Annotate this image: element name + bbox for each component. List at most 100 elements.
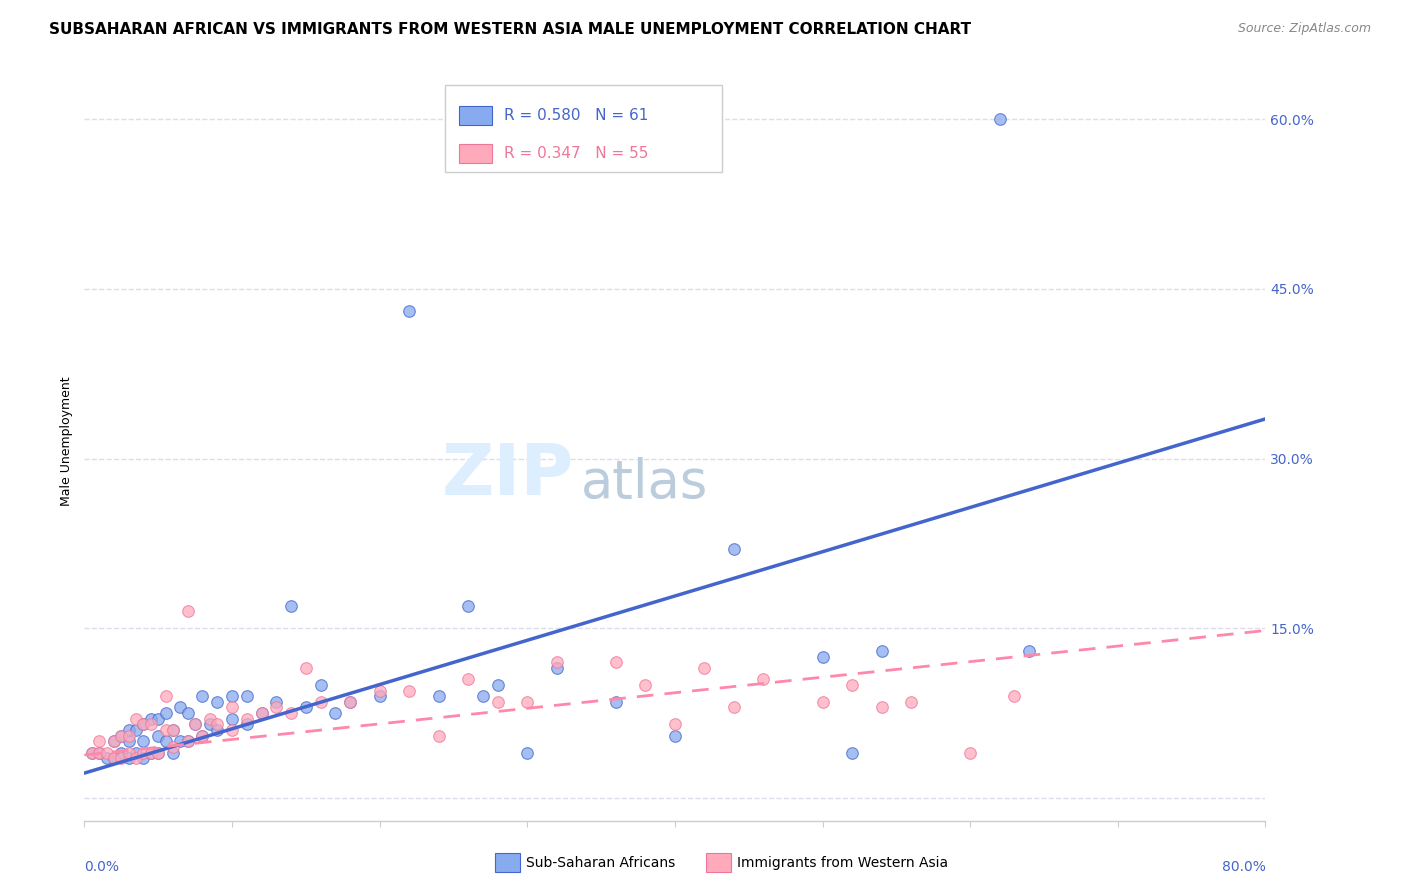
Point [139, 746, 162, 760]
Point [87, 746, 111, 760]
FancyBboxPatch shape [458, 106, 492, 125]
Point [472, 689, 495, 703]
Point [664, 717, 686, 731]
Point [103, 751, 125, 765]
Point [155, 734, 177, 748]
FancyBboxPatch shape [458, 144, 492, 162]
Point [295, 661, 318, 675]
Point [605, 655, 627, 669]
Point [398, 683, 420, 698]
Point [191, 729, 214, 743]
Point [368, 683, 391, 698]
Point [162, 740, 184, 755]
Point [841, 746, 863, 760]
Text: Immigrants from Western Asia: Immigrants from Western Asia [737, 855, 948, 870]
Point [139, 717, 162, 731]
Point [236, 689, 259, 703]
Point [80, 746, 103, 760]
Text: 0.0%: 0.0% [84, 860, 120, 873]
Point [236, 717, 259, 731]
Point [148, 746, 170, 760]
Point [664, 729, 686, 743]
Point [1004, 689, 1026, 703]
Point [118, 729, 141, 743]
Point [427, 729, 450, 743]
Point [723, 542, 745, 557]
Point [516, 695, 538, 709]
Point [280, 599, 302, 613]
Point [103, 734, 125, 748]
Point [118, 734, 141, 748]
Point [110, 751, 132, 765]
Point [870, 644, 893, 658]
Point [148, 729, 170, 743]
Point [309, 695, 332, 709]
Point [339, 695, 361, 709]
Point [148, 746, 170, 760]
Point [236, 712, 259, 726]
Point [191, 729, 214, 743]
Text: ZIP: ZIP [443, 442, 575, 510]
Point [516, 746, 538, 760]
Point [125, 712, 148, 726]
Point [280, 706, 302, 720]
Point [221, 712, 243, 726]
Point [87, 746, 111, 760]
Point [110, 729, 132, 743]
Point [118, 751, 141, 765]
Point [398, 304, 420, 318]
Text: R = 0.347   N = 55: R = 0.347 N = 55 [503, 145, 648, 161]
Point [266, 700, 288, 714]
Point [132, 751, 155, 765]
Text: 80.0%: 80.0% [1222, 860, 1265, 873]
Point [325, 706, 347, 720]
Text: Source: ZipAtlas.com: Source: ZipAtlas.com [1237, 22, 1371, 36]
Point [80, 746, 103, 760]
Point [870, 700, 893, 714]
Point [169, 734, 191, 748]
FancyBboxPatch shape [444, 85, 723, 172]
Point [250, 706, 273, 720]
Text: Sub-Saharan Africans: Sub-Saharan Africans [526, 855, 675, 870]
Text: atlas: atlas [581, 458, 707, 509]
Point [132, 717, 155, 731]
Point [221, 689, 243, 703]
Point [959, 746, 981, 760]
Point [207, 723, 229, 738]
Point [988, 112, 1011, 126]
Point [811, 649, 834, 664]
Point [110, 746, 132, 760]
Point [634, 678, 657, 692]
Point [132, 746, 155, 760]
Point [139, 712, 162, 726]
Point [427, 689, 450, 703]
Point [155, 689, 177, 703]
Y-axis label: Male Unemployment: Male Unemployment [60, 376, 73, 507]
Point [811, 695, 834, 709]
Point [184, 717, 207, 731]
Point [693, 661, 716, 675]
Point [110, 729, 132, 743]
Point [148, 712, 170, 726]
Point [207, 717, 229, 731]
Point [900, 695, 922, 709]
Point [605, 695, 627, 709]
Point [309, 678, 332, 692]
Point [221, 700, 243, 714]
Point [132, 717, 155, 731]
Point [221, 723, 243, 738]
Point [87, 734, 111, 748]
Point [177, 706, 200, 720]
Point [457, 599, 479, 613]
Point [103, 734, 125, 748]
Point [177, 604, 200, 618]
Text: SUBSAHARAN AFRICAN VS IMMIGRANTS FROM WESTERN ASIA MALE UNEMPLOYMENT CORRELATION: SUBSAHARAN AFRICAN VS IMMIGRANTS FROM WE… [49, 22, 972, 37]
Point [162, 746, 184, 760]
Point [198, 717, 221, 731]
Text: R = 0.580   N = 61: R = 0.580 N = 61 [503, 108, 648, 123]
Point [184, 717, 207, 731]
Point [1018, 644, 1040, 658]
Point [339, 695, 361, 709]
Point [723, 700, 745, 714]
Point [191, 689, 214, 703]
